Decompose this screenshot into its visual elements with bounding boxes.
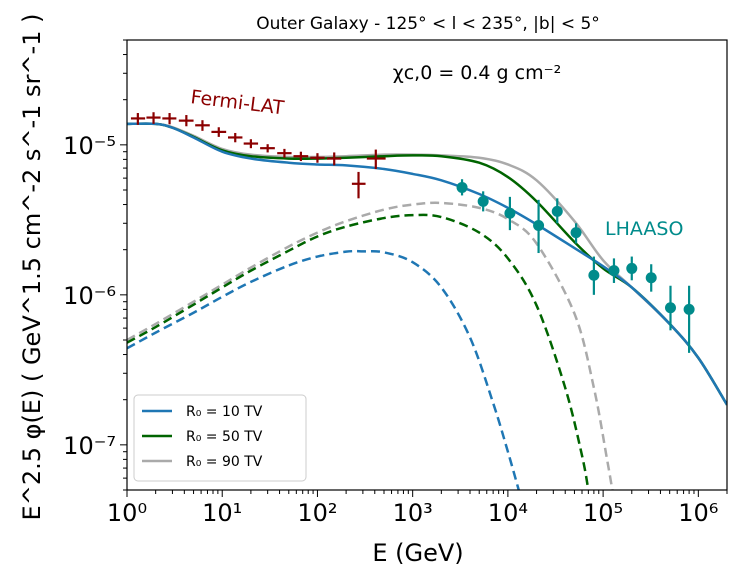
lhaaso-point xyxy=(664,285,676,331)
chi-annotation: χc,0 = 0.4 g cm⁻² xyxy=(393,62,562,84)
x-tick-label: 10¹ xyxy=(202,499,242,527)
legend-label: R₀ = 90 TV xyxy=(186,454,263,470)
y-tick-label: 10⁻⁵ xyxy=(63,132,116,160)
legend: R₀ = 10 TV R₀ = 50 TV R₀ = 90 TV xyxy=(133,394,307,482)
lhaaso-point xyxy=(626,256,638,281)
lhaaso-points xyxy=(456,179,695,353)
model-curves xyxy=(127,122,727,490)
lhaaso-label: LHAASO xyxy=(605,218,683,240)
x-tick-label: 10⁰ xyxy=(107,499,147,527)
fermi-point xyxy=(178,115,194,127)
lhaaso-point xyxy=(551,198,563,224)
lhaaso-point xyxy=(477,191,489,212)
lhaaso-point xyxy=(456,179,468,196)
chart-title: Outer Galaxy - 125° < l < 235°, |b| < 5° xyxy=(256,14,600,34)
lhaaso-point xyxy=(504,196,516,231)
fermi-point xyxy=(310,153,325,163)
fermi-point xyxy=(146,112,161,124)
fermi-point xyxy=(162,113,177,125)
lhaaso-point xyxy=(570,223,582,244)
fermi-point xyxy=(243,139,259,149)
x-tick-label: 10⁵ xyxy=(583,499,623,527)
legend-entry: R₀ = 90 TV xyxy=(142,454,263,470)
curve-r50-solid xyxy=(127,122,727,406)
x-tick-label: 10⁶ xyxy=(678,499,718,527)
x-tick-label: 10⁴ xyxy=(488,499,528,527)
lhaaso-point xyxy=(645,264,657,292)
fermi-point xyxy=(228,132,243,143)
fermi-point xyxy=(277,148,292,158)
lhaaso-point xyxy=(683,285,695,353)
legend-label: R₀ = 50 TV xyxy=(186,429,263,445)
fermi-point xyxy=(351,171,366,199)
tick-labels: 10⁰ 10¹ 10² 10³ 10⁴ 10⁵ 10⁶ 10⁻⁷ 10⁻⁶ 10⁻⁵ xyxy=(63,132,718,527)
x-tick-label: 10³ xyxy=(393,499,433,527)
legend-box xyxy=(133,394,307,482)
legend-entry: R₀ = 50 TV xyxy=(142,429,263,445)
legend-label: R₀ = 10 TV xyxy=(186,404,263,420)
y-axis-label: E^2.5 φ(E) ( GeV^1.5 cm^-2 s^-1 sr^-1 ) xyxy=(18,14,46,521)
plot-frame xyxy=(126,39,728,491)
lhaaso-point xyxy=(608,258,620,283)
fermi-points xyxy=(130,112,386,199)
lhaaso-point xyxy=(533,199,545,254)
curve-r90-solid xyxy=(127,122,727,406)
x-axis-label: E (GeV) xyxy=(372,539,463,567)
curve-r90-dashed xyxy=(127,201,614,490)
fermi-point xyxy=(195,120,210,131)
fermi-point xyxy=(260,144,275,153)
curve-r10-solid xyxy=(127,122,727,406)
axis-ticks xyxy=(120,39,728,497)
x-tick-label: 10² xyxy=(297,499,337,527)
legend-entry: R₀ = 10 TV xyxy=(142,404,263,420)
fermi-point xyxy=(130,113,146,125)
fermi-point xyxy=(211,127,227,137)
y-tick-label: 10⁻⁷ xyxy=(63,432,116,460)
fermi-point xyxy=(327,152,342,166)
y-tick-label: 10⁻⁶ xyxy=(63,282,116,310)
fermi-label: Fermi-LAT xyxy=(189,86,285,119)
curve-r50-dashed xyxy=(127,213,590,490)
lhaaso-point xyxy=(588,256,600,295)
fermi-point xyxy=(366,149,386,170)
fermi-point xyxy=(293,151,309,162)
